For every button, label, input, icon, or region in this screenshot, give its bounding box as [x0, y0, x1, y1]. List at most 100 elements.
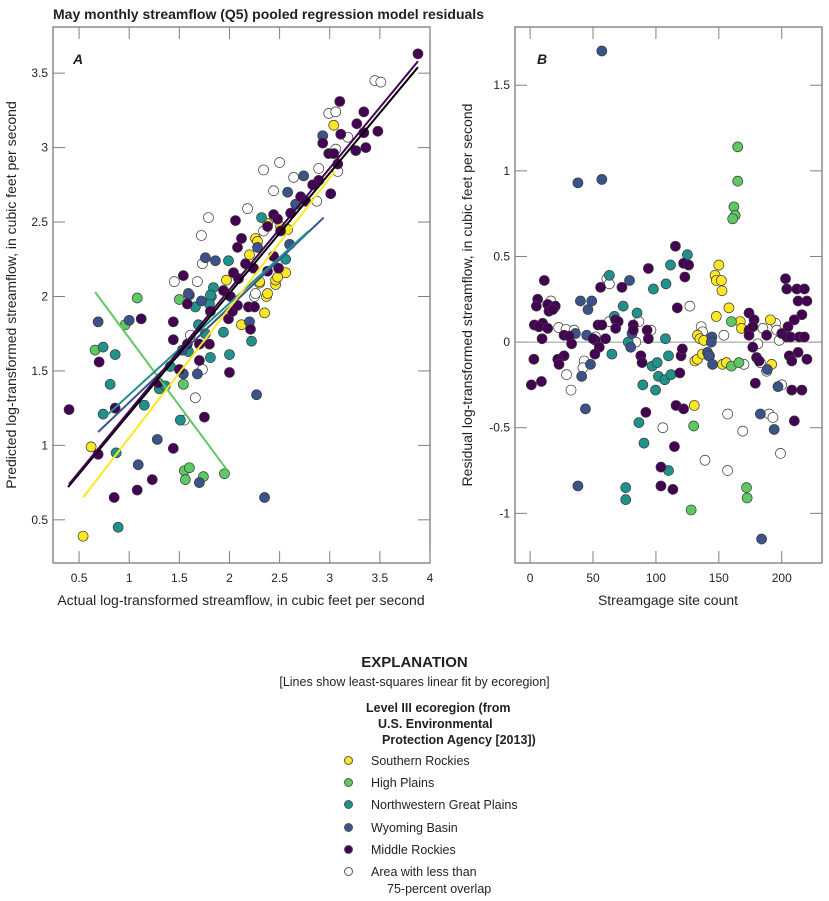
- plot-frame: [514, 26, 823, 564]
- data-point-M: [63, 404, 75, 415]
- data-point-M: [533, 321, 545, 333]
- data-point-W: [192, 368, 203, 380]
- data-point-W: [252, 242, 263, 253]
- y-tick-label: 0: [503, 335, 510, 349]
- data-point-N: [112, 521, 124, 533]
- data-point-O: [767, 412, 779, 423]
- data-point-H: [180, 474, 191, 485]
- data-point-M: [358, 106, 370, 118]
- data-point-W: [200, 252, 211, 264]
- panel-a: 0.5 1 1.5 2 2.5 3 3.5 4 0.5 1 1.5 2 2.5 3 3.5 Actual lo…: [3, 26, 434, 608]
- data-point-M: [566, 338, 577, 350]
- data-point-M: [317, 137, 329, 149]
- data-point-M: [131, 484, 143, 496]
- data-point-M: [595, 281, 606, 293]
- data-point-M: [204, 338, 215, 350]
- data-point-M: [553, 359, 565, 370]
- data-point-M: [683, 259, 694, 271]
- data-point-S: [710, 311, 722, 322]
- data-point-O: [684, 300, 696, 312]
- data-point-M: [536, 376, 547, 387]
- legend-marker-icon: [344, 867, 353, 876]
- data-point-M: [640, 406, 652, 418]
- data-point-H: [177, 378, 189, 390]
- data-point-M: [232, 242, 243, 253]
- legend-item-label-line-2: 75-percent overlap: [387, 882, 492, 896]
- data-point-W: [282, 186, 293, 198]
- data-point-M: [262, 221, 273, 232]
- legend-heading-line-1: Level III ecoregion (from: [366, 701, 511, 715]
- data-point-N: [223, 255, 234, 267]
- data-point-O: [657, 422, 669, 434]
- data-point-N: [660, 333, 671, 345]
- legend-item-label: High Plains: [371, 776, 435, 790]
- data-point-M: [796, 309, 808, 321]
- legend-marker-icon: [344, 778, 353, 787]
- data-point-N: [650, 384, 661, 396]
- x-axis-label: Actual log-transformed streamflow, in cu…: [57, 592, 424, 608]
- data-point-M: [747, 321, 759, 333]
- data-point-S: [259, 307, 270, 319]
- x-axis-label: Streamgage site count: [598, 592, 738, 608]
- fit-line-N: [102, 230, 310, 420]
- data-point-M: [610, 323, 622, 334]
- data-point-N: [104, 378, 116, 390]
- data-point-M: [643, 333, 654, 345]
- legend-marker-icon: [344, 823, 353, 832]
- data-point-N: [663, 350, 674, 362]
- panel-b: 0 50 100 150 200 -1 -0.5 0 0.5 1 1.5 Streamgage sit…: [459, 26, 823, 608]
- x-tick-label: 3.5: [372, 571, 389, 585]
- data-point-S: [715, 275, 727, 286]
- data-point-W: [582, 304, 594, 315]
- data-point-O: [375, 76, 387, 88]
- data-point-M: [786, 355, 798, 367]
- data-point-O: [190, 392, 201, 404]
- data-point-S: [244, 249, 255, 261]
- data-point-O: [250, 288, 261, 299]
- data-point-W: [132, 459, 144, 471]
- data-point-M: [249, 301, 260, 313]
- x-tick-label: 200: [772, 571, 792, 585]
- data-point-O: [722, 465, 733, 476]
- legend-item: High Plains: [344, 775, 434, 792]
- y-tick-label: 2.5: [31, 215, 48, 229]
- data-point-H: [732, 141, 744, 153]
- legend-marker-icon: [344, 756, 353, 765]
- data-point-M: [782, 321, 794, 333]
- data-point-M: [528, 353, 540, 365]
- data-point-N: [246, 335, 257, 347]
- data-point-S: [713, 259, 725, 271]
- legend-item-label: Southern Rockies: [371, 754, 470, 768]
- data-point-W: [572, 480, 584, 492]
- data-point-M: [674, 367, 686, 379]
- data-point-M: [616, 281, 628, 293]
- data-point-W: [596, 45, 608, 57]
- y-tick-label: 1: [41, 438, 48, 452]
- data-point-N: [256, 212, 267, 223]
- data-point-M: [167, 316, 179, 328]
- data-point-M: [749, 377, 761, 389]
- legend-item-label: Northwestern Great Plains: [371, 798, 518, 812]
- data-point-M: [801, 295, 813, 307]
- data-point-N: [631, 307, 643, 319]
- legend-item: Middle Rockies: [344, 842, 456, 859]
- y-tick-label: 3.5: [31, 66, 48, 80]
- data-point-H: [733, 357, 745, 368]
- data-point-N: [606, 348, 618, 360]
- data-point-M: [753, 355, 765, 367]
- data-point-N: [218, 326, 229, 338]
- data-point-O: [775, 448, 786, 459]
- data-point-M: [230, 215, 241, 226]
- legend-item: Southern Rockies: [344, 753, 470, 770]
- data-point-M: [350, 145, 362, 156]
- data-point-M: [636, 357, 648, 368]
- data-point-M: [669, 441, 680, 452]
- data-point-W: [92, 316, 104, 328]
- data-point-M: [272, 213, 283, 225]
- data-point-M: [538, 275, 550, 286]
- data-point-O: [168, 276, 180, 287]
- data-point-M: [667, 484, 679, 495]
- data-point-N: [651, 357, 663, 368]
- data-point-O: [242, 203, 253, 214]
